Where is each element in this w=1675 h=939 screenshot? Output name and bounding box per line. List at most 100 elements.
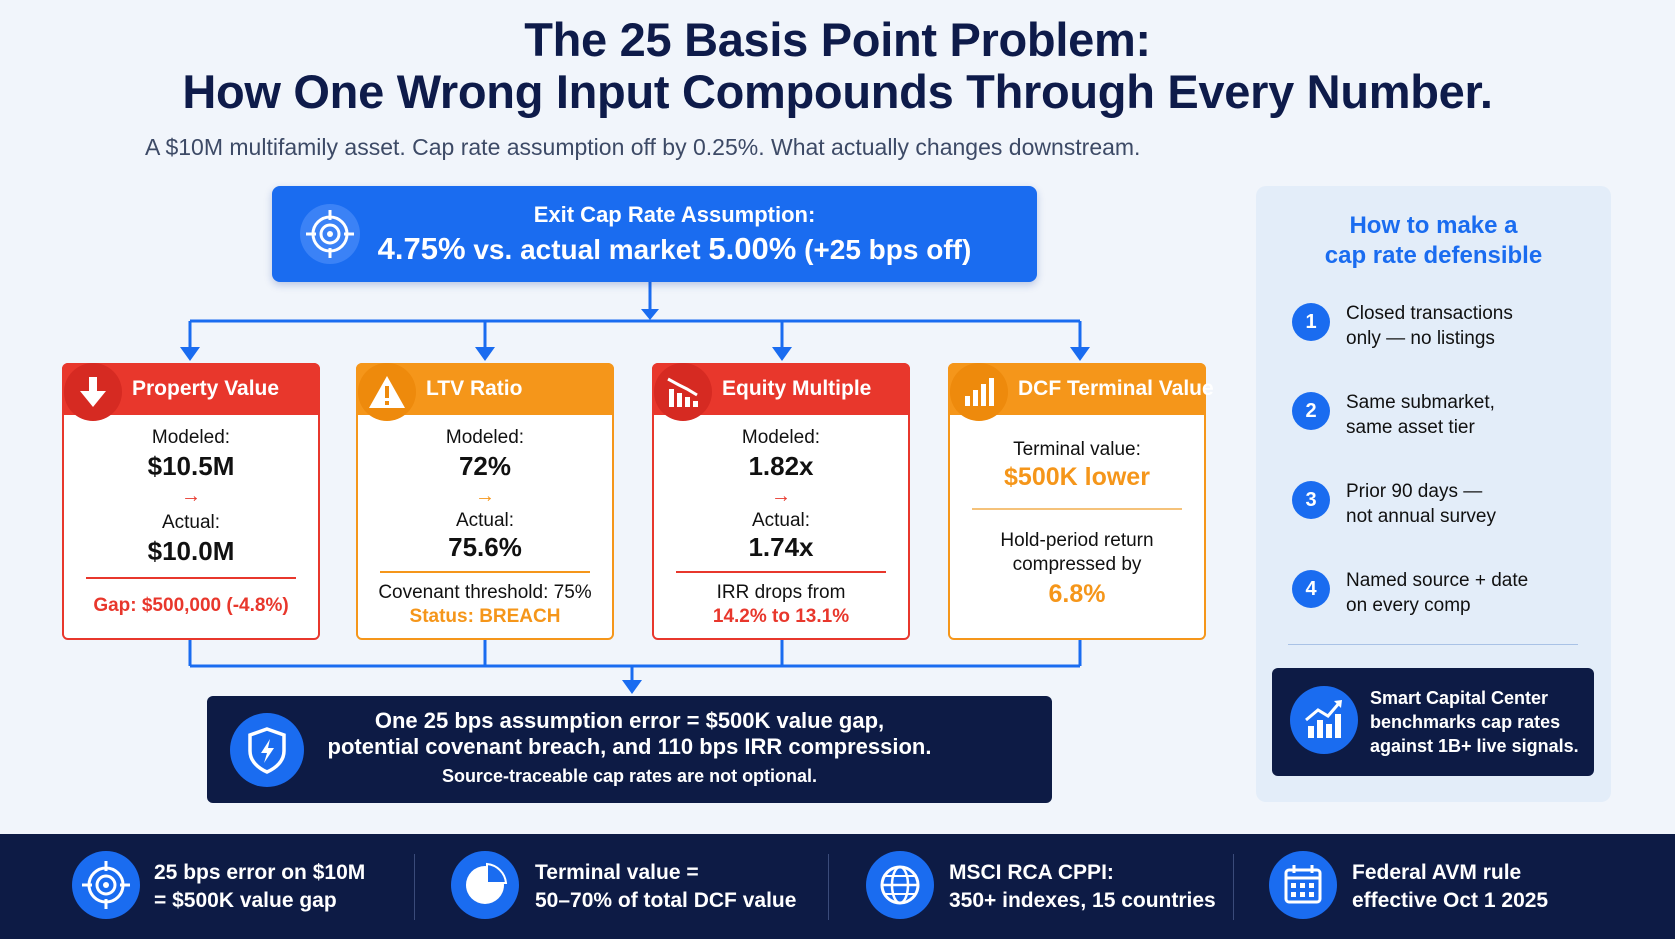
card-header: DCF Terminal Value [948, 363, 1214, 421]
ltv-ratio-card: LTV Ratio Modeled: 72% → Actual: 75.6% C… [356, 363, 614, 640]
status-badge: Status: BREACH [409, 606, 561, 627]
divider [972, 508, 1182, 510]
compressed-label: compressed by [1012, 554, 1142, 575]
exit-cap-values: 4.75% vs. actual market 5.00% (+25 bps o… [272, 231, 1037, 267]
pie-chart-icon [451, 851, 519, 919]
bar-chart-icon [950, 363, 1008, 421]
step-line-2: not annual survey [1346, 506, 1496, 527]
equity-multiple-card: Equity Multiple Modeled: 1.82x → Actual:… [652, 363, 910, 640]
gap-text: Gap: $500,000 (-4.8%) [93, 595, 289, 616]
stat-divider [828, 854, 829, 920]
stat-line-1: Federal AVM rule [1352, 861, 1522, 884]
irr-label: IRR drops from [716, 582, 846, 603]
page-title-line-2: How One Wrong Input Compounds Through Ev… [182, 65, 1493, 118]
promo-line-3: against 1B+ live signals. [1370, 736, 1579, 756]
stat-item: Terminal value = 50–70% of total DCF val… [451, 834, 811, 939]
stat-text: Federal AVM rule effective Oct 1 2025 [1352, 859, 1548, 915]
terminal-label: Terminal value: [1013, 439, 1141, 460]
modeled-value: $10.5M [147, 451, 235, 481]
actual-label: Actual: [751, 510, 811, 531]
card-title: Property Value [132, 377, 280, 400]
stat-line-2: 50–70% of total DCF value [535, 889, 797, 912]
page-title-line-1: The 25 Basis Point Problem: [524, 13, 1151, 66]
arrow-right-icon: → [475, 485, 495, 507]
stat-text: Terminal value = 50–70% of total DCF val… [535, 859, 796, 915]
actual-value: 75.6% [448, 532, 522, 562]
cap-rate-delta: (+25 bps off) [804, 234, 972, 265]
sidebar-title: How to make a cap rate defensible [1256, 211, 1611, 271]
target-icon [72, 851, 140, 919]
globe-icon [866, 851, 934, 919]
summary-line-2: potential covenant breach, and 110 bps I… [327, 734, 932, 759]
divider [676, 571, 886, 573]
step-text: Same submarket, same asset tier [1346, 390, 1606, 440]
modeled-value: 1.82x [748, 451, 814, 481]
sidebar-title-line-2: cap rate defensible [1324, 242, 1543, 269]
stat-text: 25 bps error on $10M = $500K value gap [154, 859, 365, 915]
step-text: Prior 90 days — not annual survey [1346, 479, 1606, 529]
card-header: Equity Multiple [652, 363, 910, 421]
actual-label: Actual: [455, 510, 515, 531]
step-number: 1 [1292, 303, 1330, 341]
summary-line-3: Source-traceable cap rates are not optio… [441, 766, 818, 786]
stat-item: MSCI RCA CPPI: 350+ indexes, 15 countrie… [866, 834, 1226, 939]
card-header: Property Value [62, 363, 320, 421]
exit-cap-label: Exit Cap Rate Assumption: [533, 202, 816, 227]
step-text: Named source + date on every comp [1346, 568, 1606, 618]
page-subtitle: A $10M multifamily asset. Cap rate assum… [145, 134, 1141, 160]
modeled-label: Modeled: [741, 427, 821, 448]
stat-item: Federal AVM rule effective Oct 1 2025 [1269, 834, 1599, 939]
warning-icon [358, 363, 416, 421]
vs-text: vs. actual market [473, 234, 701, 265]
step-number: 4 [1292, 570, 1330, 608]
card-title: Equity Multiple [722, 377, 872, 400]
declining-chart-icon [654, 363, 712, 421]
stat-line-2: 350+ indexes, 15 countries [949, 889, 1216, 912]
modeled-label: Modeled: [445, 427, 525, 448]
summary-line-1: One 25 bps assumption error = $500K valu… [374, 708, 885, 733]
step-number: 3 [1292, 481, 1330, 519]
stat-item: 25 bps error on $10M = $500K value gap [72, 834, 402, 939]
stat-divider [1233, 854, 1234, 920]
divider [86, 577, 296, 579]
hold-period-label: Hold-period return [1000, 530, 1154, 551]
divider [380, 571, 590, 573]
promo-text: Smart Capital Center benchmarks cap rate… [1370, 686, 1592, 758]
calendar-icon [1269, 851, 1337, 919]
stat-line-2: = $500K value gap [154, 889, 337, 912]
arrow-right-icon: → [181, 485, 201, 507]
stat-line-2: effective Oct 1 2025 [1352, 889, 1549, 912]
step-line-1: Same submarket, [1346, 392, 1495, 413]
actual-cap-rate: 5.00% [708, 231, 797, 266]
step-text: Closed transactions only — no listings [1346, 301, 1606, 351]
step-line-1: Prior 90 days — [1346, 481, 1483, 502]
arrow-right-icon: → [771, 485, 791, 507]
target-icon [300, 204, 360, 264]
card-title: DCF Terminal Value [1018, 377, 1214, 400]
sidebar-divider [1288, 644, 1578, 645]
promo-line-2: benchmarks cap rates [1370, 712, 1561, 732]
growth-chart-icon [1290, 686, 1358, 754]
stat-line-1: MSCI RCA CPPI: [949, 861, 1114, 884]
assumed-cap-rate: 4.75% [377, 231, 466, 266]
defensible-cap-rate-sidebar: How to make a cap rate defensible 1 Clos… [1256, 186, 1611, 802]
step-line-1: Named source + date [1346, 570, 1529, 591]
actual-value: $10.0M [147, 536, 235, 566]
step-line-2: same asset tier [1346, 417, 1475, 438]
card-header: LTV Ratio [356, 363, 614, 421]
dcf-terminal-value-card: DCF Terminal Value Terminal value: $500K… [948, 363, 1214, 640]
modeled-value: 72% [458, 451, 512, 481]
sidebar-title-line-1: How to make a [1349, 212, 1518, 239]
step-number: 2 [1292, 392, 1330, 430]
promo-line-1: Smart Capital Center [1370, 688, 1549, 708]
modeled-label: Modeled: [151, 427, 231, 448]
summary-box: One 25 bps assumption error = $500K valu… [207, 696, 1052, 803]
smart-capital-center-promo: Smart Capital Center benchmarks cap rate… [1272, 668, 1594, 776]
bottom-stats-bar: 25 bps error on $10M = $500K value gap T… [0, 834, 1675, 939]
actual-label: Actual: [161, 512, 221, 533]
actual-value: 1.74x [748, 532, 814, 562]
exit-cap-rate-box: Exit Cap Rate Assumption: 4.75% vs. actu… [272, 186, 1037, 282]
step-line-2: only — no listings [1346, 328, 1495, 349]
stat-line-1: Terminal value = [535, 861, 699, 884]
